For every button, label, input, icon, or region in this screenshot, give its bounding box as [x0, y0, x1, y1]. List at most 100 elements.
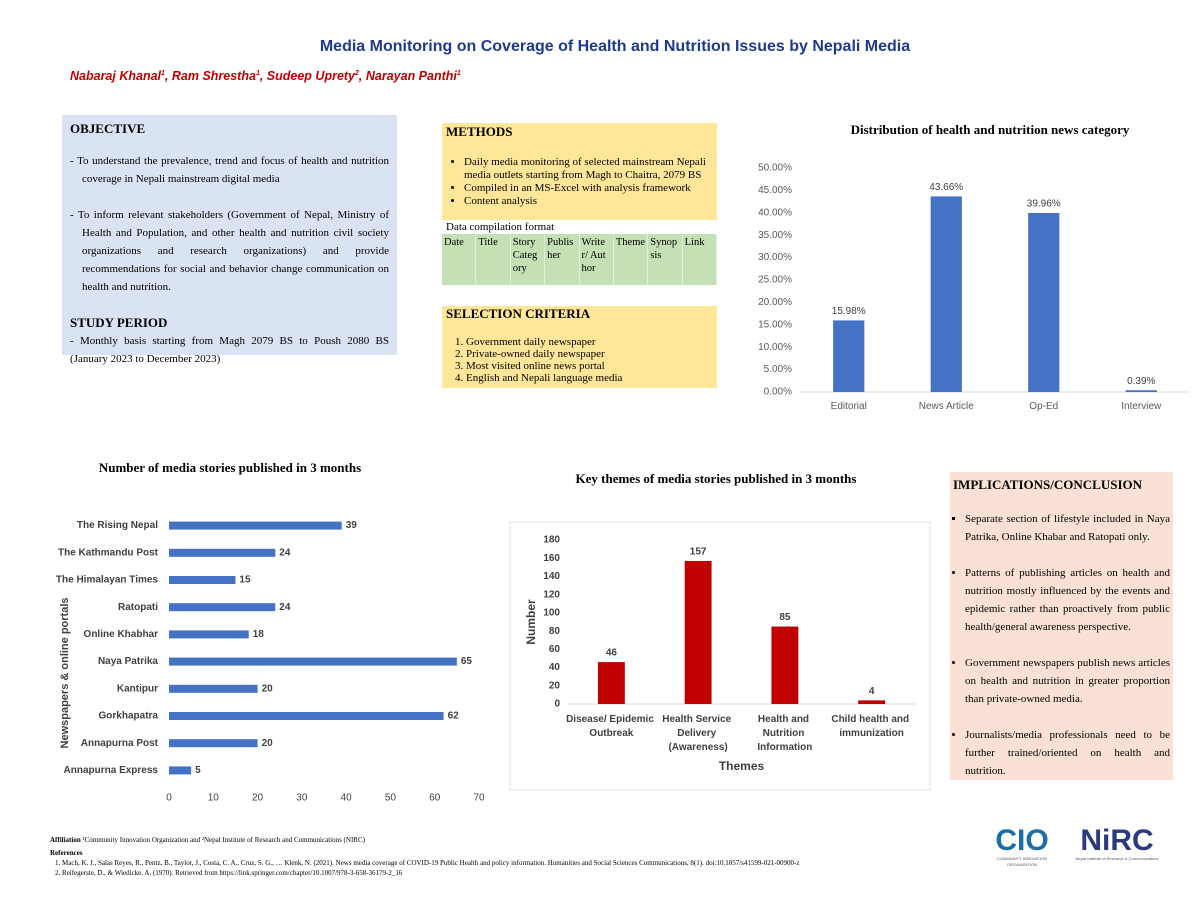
- y-tick-label: 140: [543, 571, 560, 582]
- logo-caption: Nepal Institute of Research & Communicat…: [1075, 856, 1159, 861]
- y-tick-label: 40: [549, 662, 561, 673]
- format-column: Story Category: [511, 234, 546, 285]
- bar: [169, 712, 444, 720]
- affiliation-text: ¹Community Innovation Organization and ²…: [82, 836, 365, 844]
- y-tick-label: 30.00%: [758, 252, 792, 263]
- x-tick-label: 20: [252, 793, 264, 804]
- bar: [169, 548, 276, 557]
- author-affiliation: 1: [456, 69, 461, 77]
- methods-item: Compiled in an MS-Excel with analysis fr…: [464, 182, 713, 195]
- bar: [930, 196, 962, 392]
- x-tick-label: Op-Ed: [1029, 401, 1058, 412]
- bar: [169, 576, 236, 584]
- bar: [858, 700, 886, 704]
- author: Narayan Panthi1: [366, 69, 461, 83]
- y-tick-label: 40.00%: [758, 207, 792, 218]
- data-label: 39.96%: [1027, 199, 1061, 210]
- implication-item: Separate section of lifestyle included i…: [965, 510, 1170, 546]
- implications-list: Separate section of lifestyle included i…: [953, 510, 1170, 780]
- heading: METHODS: [446, 124, 513, 139]
- y-tick-label: 60: [549, 644, 561, 655]
- references-list: Mach, K. J., Salas Reyes, R., Pentz, B.,…: [50, 858, 950, 878]
- study-period-text: - Monthly basis starting from Magh 2079 …: [70, 335, 389, 365]
- format-column: Publisher: [545, 234, 580, 285]
- bar: [771, 626, 799, 704]
- y-tick-label: 0: [554, 699, 560, 710]
- chart-title: Distribution of health and nutrition new…: [851, 122, 1130, 137]
- references-heading: References: [50, 849, 83, 857]
- heading: SELECTION CRITERIA: [446, 306, 591, 321]
- bar: [169, 657, 457, 666]
- bar: [169, 521, 342, 530]
- methods-item: Daily media monitoring of selected mains…: [464, 156, 713, 182]
- objective-list: - To understand the prevalence, trend an…: [70, 152, 389, 296]
- data-label: 65: [461, 656, 473, 667]
- y-tick-label: 120: [543, 589, 560, 600]
- author-name: Nabaraj Khanal: [70, 69, 162, 83]
- y-tick-label: 100: [543, 608, 560, 619]
- y-tick-label: Kantipur: [117, 683, 158, 694]
- objective-item: - To inform relevant stakeholders (Gover…: [70, 209, 389, 293]
- heading: STUDY PERIOD: [70, 315, 168, 330]
- implication-item: Journalists/media professionals need to …: [965, 726, 1170, 780]
- x-axis-label: Themes: [719, 759, 765, 773]
- author-affiliation: 1: [161, 69, 165, 77]
- x-tick-label: 10: [208, 793, 220, 804]
- heading: OBJECTIVE: [70, 121, 146, 136]
- format-label: Data compilation format: [446, 221, 555, 233]
- x-tick-label: Child health and immunization: [831, 714, 912, 739]
- bar: [169, 630, 249, 639]
- format-column: Synopsis: [648, 234, 683, 285]
- data-label: 15: [239, 575, 251, 586]
- y-tick-label: The Rising Nepal: [77, 520, 158, 531]
- x-tick-label: Health and Nutrition Information: [757, 714, 812, 753]
- format-column: Date: [442, 234, 477, 285]
- reference: Mach, K. J., Salas Reyes, R., Pentz, B.,…: [62, 858, 950, 868]
- x-tick-label: News Article: [919, 401, 974, 412]
- y-tick-label: Ratopati: [118, 602, 158, 613]
- y-tick-label: Naya Patrika: [98, 656, 158, 667]
- x-tick-label: 70: [473, 793, 485, 804]
- data-label: 15.98%: [832, 306, 866, 317]
- bar: [169, 739, 258, 748]
- y-tick-label: Annapurna Post: [81, 738, 159, 749]
- data-label: 43.66%: [929, 182, 963, 193]
- y-tick-label: 50.00%: [758, 163, 792, 174]
- x-tick-label: Health Service Delivery (Awareness): [662, 714, 734, 753]
- format-table: Date Title Story Category Publisher Writer/ …: [442, 234, 717, 285]
- y-tick-label: 10.00%: [758, 342, 792, 353]
- logo: CIO COMMUNITY INNOVATION ORGANIZATION: [992, 826, 1052, 868]
- y-tick-label: 0.00%: [764, 387, 792, 398]
- bar: [1028, 212, 1060, 392]
- author-name: Sudeep Uprety: [266, 69, 356, 83]
- y-tick-label: 160: [543, 553, 560, 564]
- y-axis-label: Number: [524, 599, 538, 645]
- author-affiliation: 2: [355, 69, 359, 77]
- author: Nabaraj Khanal1,: [70, 69, 172, 83]
- data-label: 0.39%: [1127, 376, 1155, 387]
- data-label: 20: [262, 738, 274, 749]
- data-label: 62: [448, 711, 460, 722]
- data-label: 39: [346, 520, 358, 531]
- footer: Affiliation ¹Community Innovation Organi…: [50, 835, 950, 878]
- y-tick-label: 20.00%: [758, 297, 792, 308]
- y-tick-label: 45.00%: [758, 185, 792, 196]
- chart-title: Key themes of media stories published in…: [576, 471, 857, 486]
- x-tick-label: Interview: [1121, 401, 1162, 412]
- data-label: 5: [195, 765, 201, 776]
- selection-item: Private-owned daily newspaper: [466, 348, 713, 360]
- data-label: 85: [779, 612, 791, 623]
- y-axis-label: Newspapers & online portals: [59, 598, 71, 749]
- implications-box: IMPLICATIONS/CONCLUSION Separate section…: [950, 472, 1173, 780]
- format-column: Title: [476, 234, 511, 285]
- y-tick-label: Online Khabhar: [84, 629, 159, 640]
- y-tick-label: 5.00%: [764, 364, 792, 375]
- x-tick-label: 60: [429, 793, 441, 804]
- reference: Reifegerste, D., & Wiedicke, A. (1970). …: [62, 868, 950, 878]
- affiliation-label: Affiliation: [50, 836, 81, 844]
- bar: [1125, 390, 1157, 392]
- selection-list: Government daily newspaperPrivate-owned …: [446, 336, 713, 384]
- affiliation: Affiliation ¹Community Innovation Organi…: [50, 835, 950, 845]
